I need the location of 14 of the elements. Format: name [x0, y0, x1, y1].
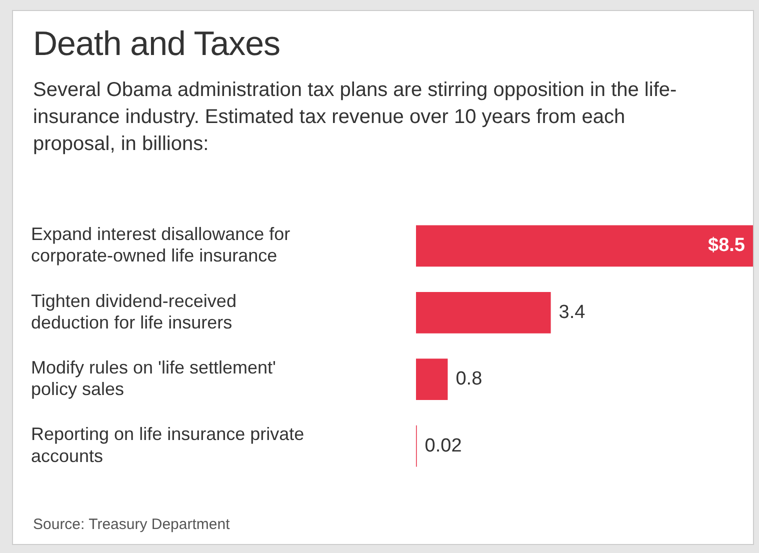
- data-label: 0.02: [424, 435, 462, 456]
- chart-subtitle: Several Obama administration tax plans are stirring opposition in the life-insurance industry. Estimated tax revenue over 10 years from each proposal, in billions:: [33, 78, 678, 157]
- y-tick-label: Tighten dividend-received deduction for life insurers: [31, 290, 236, 332]
- data-label: 0.8: [456, 368, 482, 390]
- data-label: 3.4: [558, 302, 586, 323]
- bar: [416, 292, 551, 334]
- bar: [416, 358, 448, 400]
- bar: [416, 225, 753, 267]
- y-tick-label: Modify rules on 'life settlement' policy sales: [31, 358, 276, 400]
- y-tick-label: Expand interest disallowance for corporate-owned life insurance: [31, 224, 290, 266]
- data-label: $8.5: [708, 235, 746, 256]
- chart-title: Death and Taxes: [33, 25, 280, 64]
- source-note: Source: Treasury Department: [33, 516, 230, 533]
- y-tick-label: Reporting on life insurance private accounts: [31, 424, 304, 466]
